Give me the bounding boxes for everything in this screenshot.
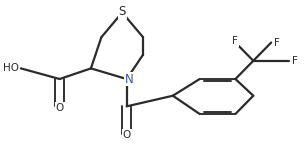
- Text: S: S: [119, 5, 126, 18]
- Text: F: F: [274, 38, 279, 48]
- Text: F: F: [233, 36, 238, 46]
- Text: HO: HO: [2, 63, 19, 73]
- Text: O: O: [56, 103, 64, 113]
- Text: F: F: [292, 56, 298, 66]
- Text: N: N: [125, 73, 133, 86]
- Text: O: O: [123, 130, 131, 140]
